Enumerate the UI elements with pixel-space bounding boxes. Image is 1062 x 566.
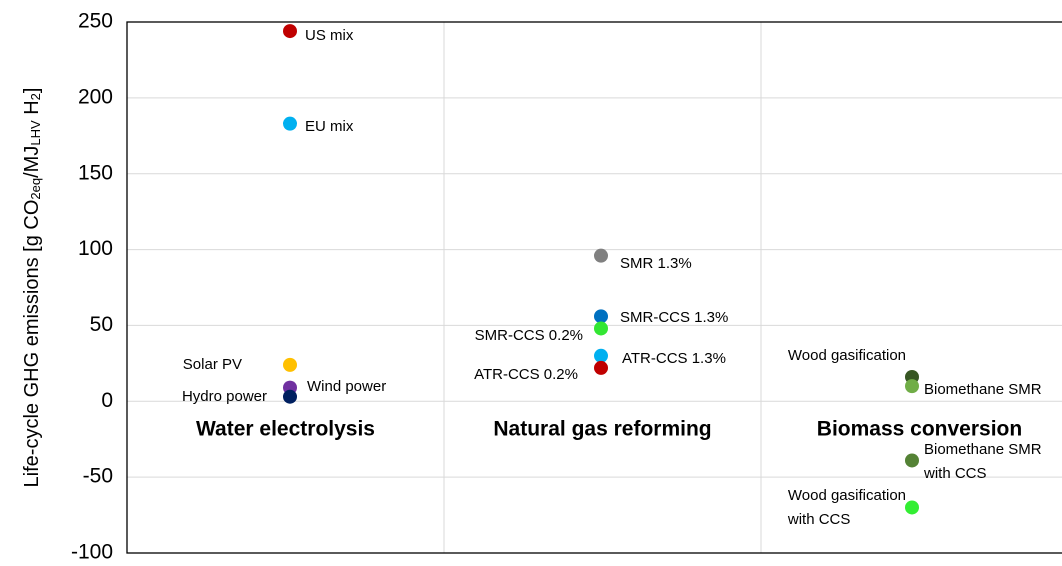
point-label: Wood gasification with CCS (787, 487, 906, 529)
point (905, 453, 919, 468)
point (283, 116, 297, 131)
point-label: Hydro power (181, 387, 267, 405)
y-axis-label-part: Life-cycle GHG emissions [g CO (21, 200, 43, 488)
y-axis-label-part: 2eq (28, 178, 43, 200)
point-label: Biomethane SMR (924, 381, 1042, 399)
y-axis-label-part: LHV (28, 120, 43, 146)
point (905, 500, 919, 515)
point (594, 309, 608, 324)
y-tick-label: 150 (78, 161, 113, 184)
point-label: SMR 1.3% (620, 254, 692, 272)
group-label: Biomass conversion (817, 418, 1022, 441)
point (594, 248, 608, 263)
plot-border (126, 21, 1062, 554)
y-axis-label-part: 2 (28, 93, 43, 100)
y-axis-label-part: /MJ (21, 146, 43, 178)
point-label: SMR-CCS 1.3% (620, 309, 729, 327)
point (283, 389, 297, 404)
point-label: EU mix (305, 117, 354, 135)
point (594, 360, 608, 375)
point-label: Solar PV (182, 355, 242, 373)
point-label: SMR-CCS 0.2% (474, 327, 583, 345)
y-tick-label: -100 (71, 541, 113, 564)
point (594, 348, 608, 363)
point (283, 357, 297, 372)
group-label: Water electrolysis (196, 418, 375, 441)
point (283, 24, 297, 39)
point-label: Wind power (307, 377, 387, 395)
y-tick-label: 50 (90, 313, 113, 336)
point-label: Wood gasification (787, 347, 906, 364)
y-axis-label: Life-cycle GHG emissions [g CO2eq/MJLHV … (21, 88, 43, 488)
y-tick-label: 0 (101, 389, 113, 412)
y-axis-label-part: ] (21, 88, 43, 94)
y-tick-label: 250 (78, 10, 113, 33)
point-label: ATR-CCS 1.3% (622, 349, 726, 367)
point (594, 321, 608, 336)
point-label: ATR-CCS 0.2% (474, 365, 578, 383)
y-tick-label: -50 (83, 465, 113, 488)
point-label: Biomethane SMR with CCS (924, 441, 1042, 483)
y-axis-label-part: H (21, 100, 43, 120)
point-label: US mix (305, 27, 354, 45)
group-label: Natural gas reforming (493, 418, 711, 441)
point (905, 379, 919, 394)
y-tick-label: 200 (78, 85, 113, 108)
y-tick-label: 100 (78, 237, 113, 260)
